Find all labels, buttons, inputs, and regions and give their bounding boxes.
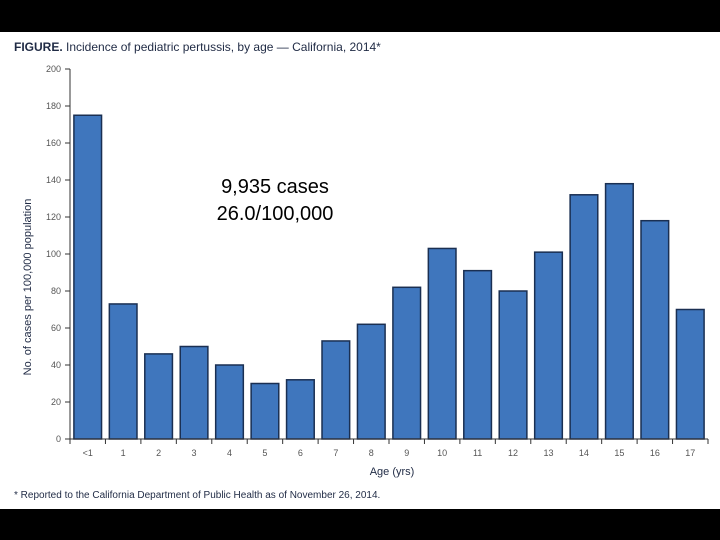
incidence-rate: 26.0/100,000 [216, 203, 334, 225]
x-tick-label: 6 [298, 448, 303, 458]
bar-age-7 [321, 340, 351, 440]
y-tick-label: 160 [46, 138, 61, 148]
figure-title-text: Incidence of pediatric pertussis, by age… [62, 40, 381, 54]
x-tick-label: 15 [614, 448, 624, 458]
y-tick-label: 40 [51, 360, 61, 370]
case-summary-callout: 9,935 cases 26.0/100,000 [190, 174, 360, 228]
x-axis: <1 1 2 3 4 5 6 7 8 9 10 11 12 13 14 15 16 17 [69, 438, 709, 458]
bar-age-4 [214, 364, 245, 440]
x-tick-label: 3 [192, 448, 197, 458]
figure-title: FIGURE. Incidence of pediatric pertussis… [14, 40, 381, 54]
y-tick-label: 200 [46, 64, 61, 74]
y-tick-label: 80 [51, 286, 61, 296]
x-tick-label: 1 [121, 448, 126, 458]
x-tick-label: 5 [262, 448, 267, 458]
bar-age-13 [533, 251, 564, 440]
y-tick-label: 140 [46, 175, 61, 185]
figure-footnote: * Reported to the California Department … [14, 490, 381, 501]
y-tick-label: 0 [56, 434, 61, 444]
x-axis-label: Age (yrs) [369, 466, 415, 478]
bar-age-2 [144, 353, 174, 440]
y-axis: 0 20 40 60 80 100 120 140 160 180 200 [46, 64, 71, 444]
slide: FIGURE. Incidence of pediatric pertussis… [0, 32, 720, 509]
x-tick-label: 9 [404, 448, 409, 458]
x-tick-label: 10 [437, 448, 447, 458]
bar-age-12 [498, 290, 528, 440]
x-tick-label: <1 [83, 448, 93, 458]
bar-age-1 [108, 303, 138, 440]
bar-age-8 [356, 323, 386, 440]
bar-age-16 [640, 219, 670, 440]
bar-age-6 [285, 379, 315, 440]
x-tick-label: 13 [543, 448, 553, 458]
bar-age-9 [392, 286, 422, 440]
x-tick-label: 16 [650, 448, 660, 458]
bar-age-lt1 [73, 114, 103, 440]
x-tick-label: 11 [473, 448, 482, 458]
bar-age-10 [427, 247, 457, 440]
x-tick-label: 7 [333, 448, 338, 458]
y-axis-label: No. of cases per 100,000 population [22, 198, 34, 376]
figure-title-prefix: FIGURE. [14, 40, 63, 54]
y-tick-label: 100 [46, 249, 61, 259]
x-tick-label: 12 [508, 448, 518, 458]
y-tick-label: 20 [51, 397, 61, 407]
x-tick-label: 17 [685, 448, 695, 458]
y-tick-label: 60 [51, 323, 61, 333]
case-count: 9,935 cases [221, 176, 329, 198]
bar-age-15 [604, 182, 634, 440]
y-tick-label: 120 [46, 212, 61, 222]
bar-age-11 [463, 269, 493, 440]
x-tick-label: 8 [369, 448, 374, 458]
bar-age-17 [675, 308, 705, 440]
bar-age-5 [250, 382, 280, 440]
bars [73, 114, 705, 440]
x-tick-label: 14 [579, 448, 589, 458]
y-tick-label: 180 [46, 101, 61, 111]
x-tick-label: 4 [227, 448, 232, 458]
x-tick-label: 2 [156, 448, 161, 458]
bar-age-14 [569, 194, 599, 440]
bar-age-3 [179, 345, 209, 440]
